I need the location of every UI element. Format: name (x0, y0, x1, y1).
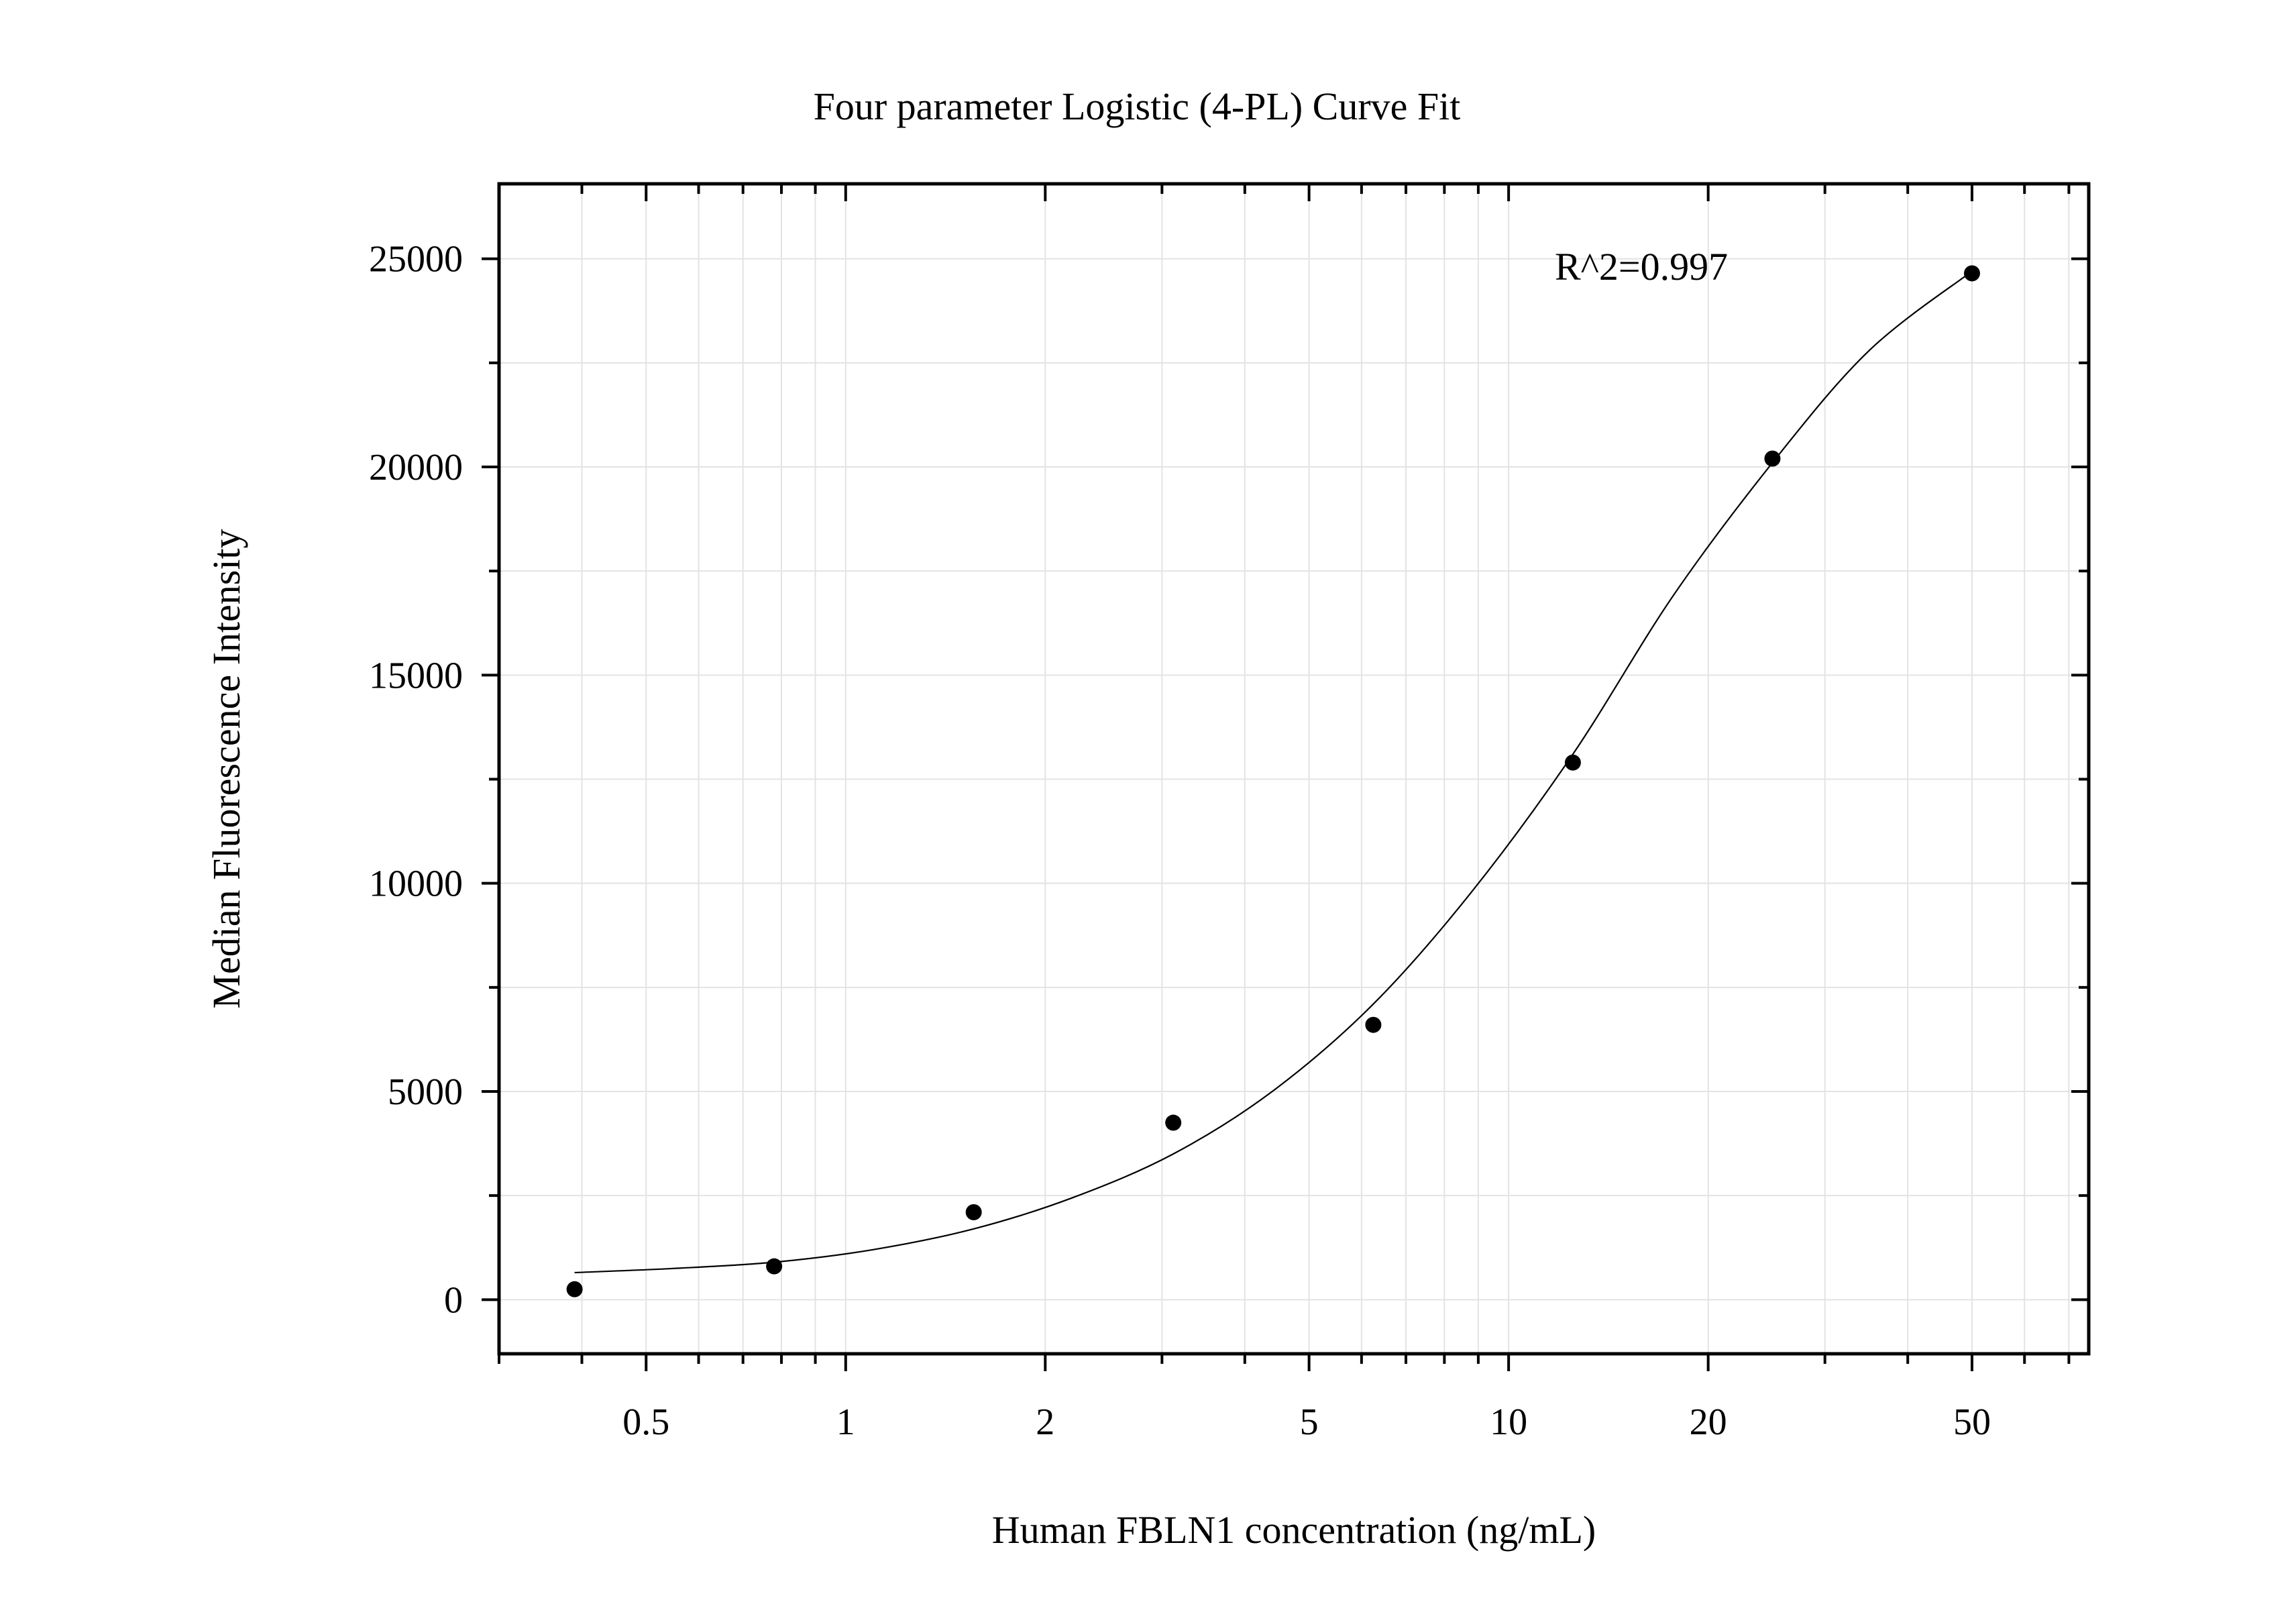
axis-ticks (482, 184, 2089, 1371)
data-point (766, 1258, 783, 1275)
grid (498, 184, 2089, 1354)
plot-frame (497, 182, 2091, 1356)
data-point (965, 1204, 982, 1220)
x-tick-label: 1 (836, 1401, 855, 1443)
x-tick-label: 0.5 (622, 1401, 669, 1443)
y-tick-label: 0 (444, 1279, 463, 1321)
y-axis-label: Median Fluorescence Intensity (205, 529, 248, 1008)
chart-title: Four parameter Logistic (4-PL) Curve Fit (814, 85, 1461, 128)
data-points (566, 265, 1980, 1297)
x-tick-label: 2 (1036, 1401, 1054, 1443)
x-tick-label: 20 (1690, 1401, 1727, 1443)
x-tick-label: 50 (1953, 1401, 1991, 1443)
r-squared-annotation: R^2=0.997 (1555, 245, 1728, 288)
x-axis-label: Human FBLN1 concentration (ng/mL) (992, 1508, 1596, 1552)
y-tick-label: 10000 (369, 863, 463, 905)
fit-curve (574, 270, 1973, 1274)
y-tick-label: 5000 (388, 1071, 463, 1113)
y-tick-label: 25000 (369, 239, 463, 280)
y-tick-label: 20000 (369, 447, 463, 488)
y-tick-labels: 0 5000 10000 15000 20000 25000 (369, 239, 463, 1322)
x-tick-label: 5 (1300, 1401, 1319, 1443)
y-tick-label: 15000 (369, 655, 463, 696)
x-tick-label: 10 (1490, 1401, 1527, 1443)
data-point (1165, 1114, 1182, 1131)
data-point (1365, 1016, 1382, 1033)
data-point (566, 1281, 583, 1297)
data-point (1764, 450, 1781, 467)
data-point (1564, 754, 1581, 771)
data-point (1963, 265, 1980, 282)
x-tick-labels: 0.5 1 2 5 10 20 50 (622, 1401, 1991, 1443)
